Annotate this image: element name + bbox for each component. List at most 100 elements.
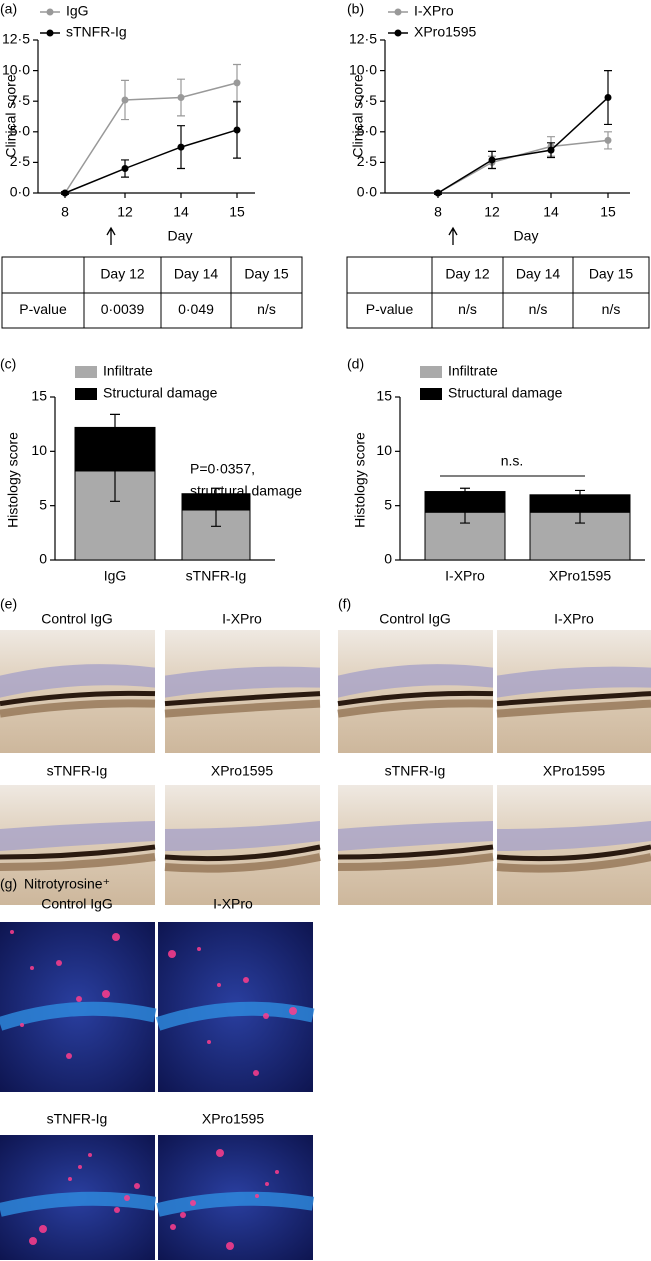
y-tick-label: 5·0 [357,123,377,139]
choroid-layer [0,699,156,718]
y-tick-label: 2·5 [357,153,377,169]
table-cell: n/s [529,301,548,317]
fluorescent-spot [112,933,120,941]
x-tick-label: sTNFR-Ig [186,568,247,584]
bar-segment [424,491,506,513]
error-bar [460,487,470,492]
data-point [547,146,555,154]
legend-label: I-XPro [414,3,454,19]
legend-swatch [420,366,442,378]
micrograph [155,922,315,1092]
micrograph [337,630,494,753]
pigment-layer [0,690,156,707]
micrograph [0,922,157,1092]
choroid-layer [496,853,651,873]
data-point [488,156,496,164]
annotation: P=0·0357, [190,461,255,477]
micrograph [0,785,156,905]
arrow [448,226,458,245]
pigment-layer [496,691,651,707]
micrograph [0,1135,157,1260]
data-point [434,189,442,197]
fluorescent-spot [216,1149,224,1157]
x-tick-label: 8 [434,204,442,220]
y-tick-label: 7·5 [357,92,377,108]
panel-label: (f) [338,596,351,612]
panel-label: (e) [0,596,17,612]
series-line [437,96,609,194]
table-cell: n/s [257,301,276,317]
tissue-layer [497,666,651,698]
micrograph [337,785,494,905]
data-point [61,189,69,197]
table-header: Day 15 [244,266,289,282]
image-caption: I-XPro [213,896,253,912]
choroid-layer [337,699,494,718]
table-cell: n/s [458,301,477,317]
x-tick-label: IgG [104,568,127,584]
fluorescent-spot [255,1194,259,1198]
series-line [64,82,238,194]
fluorescent-spot [29,1237,37,1245]
data-point [121,96,129,104]
tissue-layer [0,821,155,851]
micrograph [156,1135,315,1260]
y-tick-label: 7·5 [10,92,30,108]
fluorescent-spot [168,950,176,958]
x-axis-label: Day [168,228,193,244]
fluorescent-spot [275,1170,279,1174]
panel-title: Nitrotyrosine⁺ [24,876,110,892]
bar-segment [74,426,156,472]
pigment-layer [496,844,651,862]
legend-marker [394,8,402,16]
table-cell: 0·049 [178,301,214,317]
image-caption: Control IgG [41,611,113,627]
choroid-layer [0,853,156,871]
fluorescent-spot [66,1053,72,1059]
legend-marker [394,29,402,37]
y-tick-label: 0·0 [10,184,30,200]
fluorescent-spot [88,1153,92,1157]
legend-swatch [75,366,97,378]
micrograph [164,630,321,753]
x-tick-label: 12 [484,204,500,220]
table-cell: n/s [602,301,621,317]
y-tick-label: 5 [384,496,392,512]
y-tick-label: 10·0 [349,61,377,77]
table-header: Day 12 [445,266,490,282]
legend-label: XPro1595 [414,24,476,40]
fluorescent-spot [253,1070,259,1076]
data-point [604,94,612,102]
choroid-layer [496,699,651,718]
image-caption: I-XPro [554,611,594,627]
legend-swatch [420,388,442,400]
y-tick-label: 0 [39,551,47,567]
x-tick-label: 14 [543,204,559,220]
fluorescent-spot [78,1165,82,1169]
fluorescent-spot [243,977,249,983]
panel-label: (b) [347,1,364,17]
data-point [604,136,612,144]
legend-label: Infiltrate [103,363,153,379]
series-line [437,139,609,194]
pigment-layer [164,844,321,862]
x-axis-label: Day [514,228,539,244]
tissue-layer [497,821,651,851]
x-tick-label: 15 [229,204,245,220]
image-caption: XPro1595 [202,1111,264,1127]
data-point [233,79,241,87]
y-tick-label: 10 [31,442,47,458]
fluorescent-spot [217,983,221,987]
data-point [233,126,241,134]
panel-label: (c) [0,356,16,372]
y-tick-label: 0 [384,551,392,567]
series-line [64,129,238,194]
error-bar [110,413,120,428]
x-tick-label: I-XPro [445,568,485,584]
pigment-layer [164,691,321,707]
panel-label: (a) [0,1,17,17]
y-axis-label: Histology score [352,432,368,528]
tissue-band [156,1191,315,1217]
legend-marker [46,29,54,37]
